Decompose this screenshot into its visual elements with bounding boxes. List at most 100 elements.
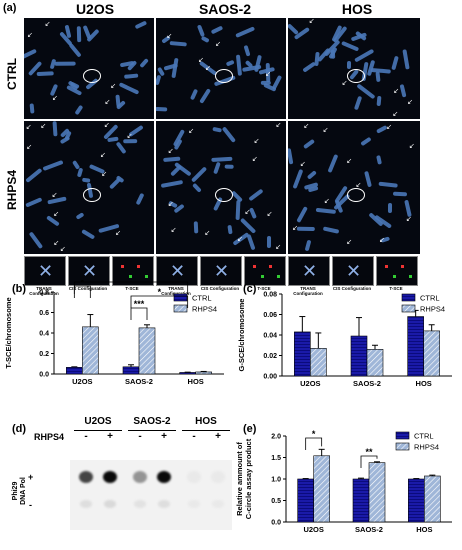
signal-dot — [401, 265, 404, 268]
configuration-thumbnail — [112, 256, 154, 286]
chromosome — [42, 159, 64, 171]
x-tick-label: HOS — [416, 525, 432, 534]
bar-rhps4 — [82, 326, 99, 375]
panel-d-letter: (d) — [12, 423, 27, 435]
chromosome — [25, 197, 42, 208]
blot-minus-row-label: - — [29, 500, 32, 510]
chromosome — [81, 177, 91, 184]
chromosome — [210, 25, 223, 35]
bar-rhps4 — [195, 371, 212, 375]
configuration-thumbnail: ✕ — [156, 256, 198, 286]
chromosome — [340, 40, 360, 52]
bar-rhps4 — [366, 349, 384, 377]
configuration-thumbnail: ✕ — [200, 256, 242, 286]
chromosome-thumb-icon: ✕ — [38, 261, 54, 281]
y-axis-label: Relative ammount of — [235, 442, 244, 516]
bar-rhps4 — [310, 348, 327, 377]
x-tick-label: U2OS — [72, 377, 92, 386]
micrograph-cell: ↙ ↙ ↙ ↙ ↙ — [24, 18, 154, 119]
arrow-icon: ↙ — [341, 80, 348, 88]
chromosome — [163, 156, 181, 162]
chromosome — [80, 228, 96, 240]
significance-bracket — [73, 285, 91, 298]
arrow-icon: ↙ — [392, 110, 399, 118]
chromosome — [347, 60, 352, 69]
chromosome — [189, 88, 198, 101]
signal-dot — [269, 265, 272, 268]
chromosome — [134, 20, 147, 29]
legend-swatch-ctrl — [173, 293, 188, 302]
x-tick-label: U2OS — [303, 525, 323, 534]
arrow-icon: ↙ — [166, 33, 173, 41]
bar-ctrl — [122, 366, 140, 375]
y-tick-label: 2.0 — [271, 434, 281, 441]
chromosome — [376, 95, 382, 106]
chromosome — [295, 205, 308, 224]
arrow-icon: ↙ — [25, 123, 32, 131]
chromosome — [75, 211, 85, 220]
chromosome — [115, 141, 127, 155]
chromosome — [315, 207, 336, 214]
chromosome-thumb-icon: ✕ — [346, 261, 362, 281]
significance-label: ** — [365, 447, 373, 457]
arrow-icon: ↙ — [303, 122, 310, 130]
arrow-icon: ↙ — [405, 215, 412, 223]
arrow-icon: ↙ — [346, 238, 353, 246]
arrow-icon: ↙ — [292, 225, 299, 233]
thumbnail-caption: CIS Configuration — [332, 286, 372, 291]
arrow-icon: ↙ — [53, 211, 60, 219]
chromosome — [76, 25, 82, 42]
configuration-thumbnail — [244, 256, 286, 286]
chromosome — [25, 168, 43, 184]
arrow-icon: ↙ — [215, 41, 222, 49]
y-tick-label: 0.06 — [263, 312, 277, 319]
blot-plus-row-label: + — [28, 472, 34, 482]
arrow-icon: ↙ — [197, 56, 204, 64]
thumbnail-caption: CIS Configuration — [68, 286, 108, 291]
chromosome — [139, 58, 150, 69]
arrow-icon: ↙ — [104, 98, 111, 106]
arrow-icon: ↙ — [346, 157, 353, 165]
signal-dot — [277, 275, 280, 278]
configuration-thumbnail: ✕ — [24, 256, 66, 286]
significance-bracket — [305, 437, 323, 450]
chromosome — [239, 217, 257, 234]
chromosome — [52, 121, 58, 137]
arrow-icon: ↙ — [188, 128, 195, 136]
chart-e-ccircle: 0.0 0.5 1.0 1.5 2.0 Relative ammount of C-circ… — [235, 429, 452, 534]
x-tick-label: HOS — [416, 379, 432, 388]
arrow-icon: ↙ — [204, 230, 211, 238]
chromosome — [192, 183, 202, 194]
arrow-icon: ↙ — [115, 229, 121, 237]
signal-dot — [145, 275, 148, 278]
arrow-icon: ↙ — [103, 121, 110, 129]
arrow-icon: ↙ — [167, 147, 174, 155]
bar-ctrl — [407, 316, 424, 377]
legend-swatch-rhps4 — [173, 304, 188, 313]
panel-b-letter: (b) — [12, 283, 27, 295]
chromosome — [54, 61, 76, 66]
chromosome — [323, 226, 340, 234]
blot-dot-faint — [188, 500, 200, 508]
y-axis-label: C-circle assay product — [244, 438, 253, 519]
chromosome-thumb-icon: ✕ — [170, 261, 186, 281]
bar-rhps4 — [424, 475, 441, 523]
chromosome — [248, 188, 264, 202]
blot-dot-faint — [134, 500, 146, 508]
chromosome — [199, 88, 212, 105]
chromosome — [243, 45, 251, 57]
arrow-icon: ↙ — [275, 121, 282, 129]
arrow-icon: ↙ — [299, 160, 306, 168]
signal-dot — [129, 275, 132, 278]
chromosome — [227, 224, 233, 235]
highlight-ellipse — [214, 187, 233, 202]
arrow-icon: ↙ — [26, 143, 33, 151]
bar-rhps4 — [313, 455, 330, 523]
column-label-saos2: SAOS-2 — [198, 1, 252, 17]
y-axis-label: T-SCE/chromosome — [4, 297, 13, 368]
y-tick-label: 0.00 — [263, 374, 277, 381]
x-tick-label: SAOS-2 — [355, 525, 383, 534]
chromosome — [212, 161, 221, 175]
configuration-thumbnail: ✕ — [68, 256, 110, 286]
blot-sign: + — [161, 431, 167, 442]
